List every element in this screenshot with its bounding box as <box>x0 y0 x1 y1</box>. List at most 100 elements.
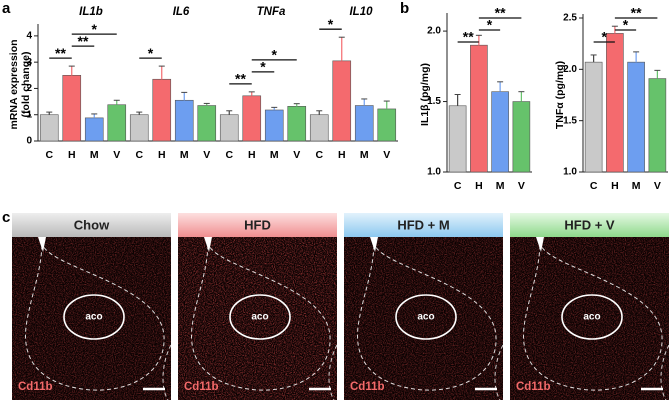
region-outline <box>162 344 172 401</box>
bar <box>197 105 217 142</box>
micrograph-overlay: aco Cd11b <box>516 237 670 401</box>
significance-label: * <box>272 47 278 63</box>
y-axis-title: mRNA expression <box>8 39 20 129</box>
panel-label: b <box>400 0 409 17</box>
panel-title: Chow <box>74 217 110 232</box>
bar <box>648 78 667 173</box>
region-label: aco <box>417 312 434 323</box>
x-tick-label: C <box>454 180 462 192</box>
stain-label: Cd11b <box>18 381 53 393</box>
bar <box>377 108 397 142</box>
bar <box>627 61 645 173</box>
bar <box>309 114 329 142</box>
region-outline <box>494 344 504 401</box>
micrograph-overlay: aco Cd11b <box>18 237 172 401</box>
x-tick-label: V <box>518 180 525 192</box>
bar <box>470 44 488 173</box>
ventricle <box>38 237 46 252</box>
y-tick-label: 1.5 <box>563 115 577 126</box>
x-tick-label: M <box>496 180 505 192</box>
panel-label: c <box>2 209 10 226</box>
micrograph-signal <box>178 237 337 400</box>
y-tick-label: 2 <box>26 83 32 94</box>
x-tick-label: M <box>90 149 99 161</box>
panel-title: HFD + V <box>564 217 615 232</box>
group-title: TNFa <box>257 6 286 18</box>
significance-label: * <box>623 17 629 33</box>
bar <box>129 114 149 142</box>
y-tick-label: 1.0 <box>427 167 441 178</box>
x-tick-label: V <box>654 180 661 192</box>
significance-label: * <box>328 16 334 32</box>
panel-header <box>344 213 503 237</box>
x-tick-label: H <box>248 149 256 161</box>
x-tick-label: H <box>611 180 619 192</box>
y-tick-label: 2.0 <box>427 26 441 37</box>
x-tick-label: M <box>180 149 189 161</box>
x-tick-label: V <box>293 149 300 161</box>
region-outline <box>357 240 497 391</box>
bar <box>152 78 172 142</box>
region-outline <box>660 344 670 401</box>
group-title: IL10 <box>349 6 373 18</box>
bar <box>62 75 82 142</box>
bar <box>491 91 509 173</box>
y-tick-label: 2.5 <box>563 13 577 24</box>
aco-outline <box>395 294 457 340</box>
x-tick-label: M <box>632 180 641 192</box>
micrograph-signal <box>12 237 171 400</box>
bar <box>264 109 284 142</box>
stain-label: Cd11b <box>184 381 219 393</box>
bar <box>107 104 127 142</box>
x-tick-label: C <box>135 149 143 161</box>
micrograph-signal <box>510 237 669 400</box>
bar <box>287 106 307 142</box>
x-tick-label: C <box>590 180 598 192</box>
panel-header <box>510 213 669 237</box>
x-tick-label: M <box>360 149 369 161</box>
significance-label: * <box>148 45 154 61</box>
aco-outline <box>229 294 291 340</box>
y-tick-label: 2.0 <box>563 64 577 75</box>
region-outline <box>25 240 165 391</box>
significance-label: ** <box>631 5 642 21</box>
region-label: aco <box>583 312 600 323</box>
panel-title: HFD <box>244 217 271 232</box>
ventricle <box>536 237 544 252</box>
y-tick-label: 0 <box>26 136 32 147</box>
bar <box>219 114 239 142</box>
x-tick-label: H <box>68 149 76 161</box>
significance-label: * <box>487 17 493 33</box>
significance-label: ** <box>463 29 474 45</box>
y-tick-label: 1.0 <box>563 167 577 178</box>
bar <box>448 105 467 173</box>
significance-label: * <box>602 29 608 45</box>
bar <box>174 99 194 142</box>
significance-label: * <box>260 59 266 75</box>
significance-label: ** <box>495 5 506 21</box>
x-tick-label: M <box>270 149 279 161</box>
panel-label: a <box>2 0 11 17</box>
micrograph-overlay: aco Cd11b <box>350 237 504 401</box>
significance-label: ** <box>55 45 66 61</box>
y-axis-title: TNFα (pg/mg) <box>554 61 566 129</box>
x-tick-label: C <box>225 149 233 161</box>
ventricle <box>370 237 378 252</box>
bar <box>332 60 352 142</box>
y-tick-label: 3 <box>26 57 32 68</box>
region-outline <box>328 344 338 401</box>
panel-title: HFD + M <box>397 217 449 232</box>
panel-header <box>12 213 171 237</box>
stain-label: Cd11b <box>516 381 551 393</box>
bar <box>242 95 262 142</box>
group-title: IL6 <box>173 6 190 18</box>
x-tick-label: H <box>338 149 346 161</box>
y-axis-title: (fold change) <box>20 52 32 118</box>
region-outline <box>191 240 331 391</box>
y-axis-title: IL1β (pg/mg) <box>419 63 431 126</box>
significance-label: * <box>92 21 98 37</box>
x-tick-label: C <box>45 149 53 161</box>
x-tick-label: C <box>315 149 323 161</box>
micrograph-signal <box>344 237 503 400</box>
